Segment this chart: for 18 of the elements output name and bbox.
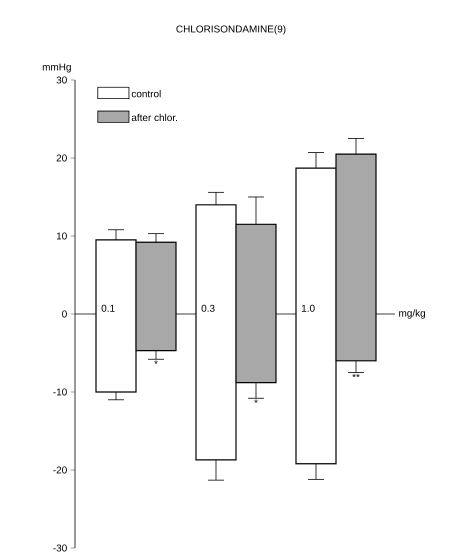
x-tick-label: 0.3 (202, 304, 215, 312)
x-tick-label: 1.0 (302, 304, 315, 312)
legend-label: control (132, 90, 161, 98)
y-tick-label: 30 (56, 76, 67, 84)
chart-title: CHLORISONDAMINE(9) (176, 25, 286, 34)
annotation: ** (352, 374, 360, 378)
y-tick-label: -30 (53, 544, 67, 552)
y-tick-label: 0 (62, 310, 67, 318)
annotation: * (154, 360, 158, 364)
legend-label: after chlor. (132, 114, 177, 122)
y-tick-label: -10 (53, 388, 67, 396)
y-tick-label: 10 (56, 232, 67, 240)
y-tick-label: -20 (53, 466, 67, 474)
y-tick-label: 20 (56, 154, 67, 162)
y-axis-title: mmHg (42, 64, 71, 72)
x-tick-label: 0.1 (102, 304, 115, 312)
annotation: * (254, 399, 258, 403)
x-axis-title: mg/kg (399, 309, 426, 319)
